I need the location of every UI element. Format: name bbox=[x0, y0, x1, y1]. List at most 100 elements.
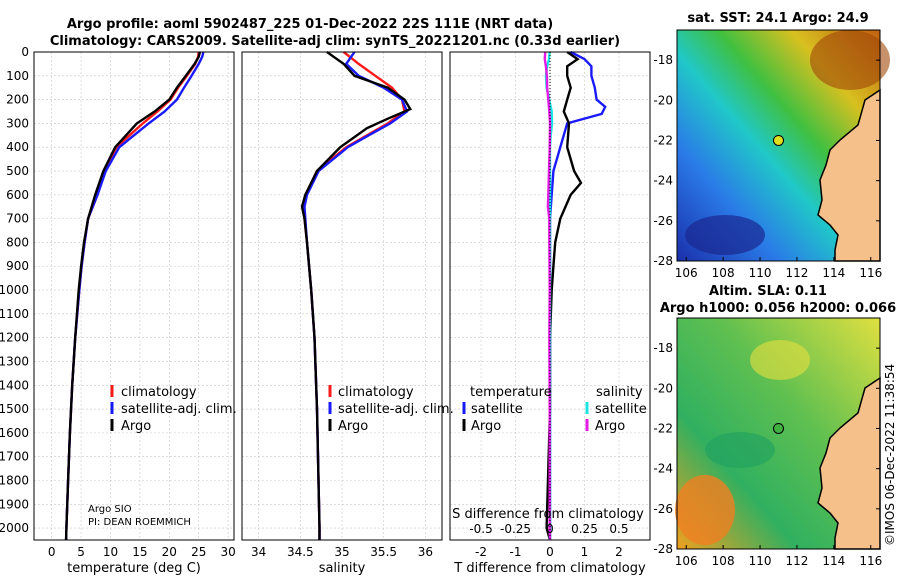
temp-x-tick-label: 10 bbox=[103, 545, 118, 559]
sal-x-tick-label: 34 bbox=[251, 545, 266, 559]
difference-legend: temperature satellite Argo salinity sate… bbox=[462, 385, 647, 434]
diff-s-axis-label: S difference from climatology bbox=[452, 507, 644, 522]
sla-y-tick-label: -20 bbox=[653, 381, 673, 395]
depth-tick-label: 1800 bbox=[0, 473, 29, 487]
sst-x-tick-label: 108 bbox=[712, 266, 735, 280]
sla-y-tick-label: -22 bbox=[653, 421, 673, 435]
sla-low-patch bbox=[705, 432, 775, 468]
depth-tick-label: 1100 bbox=[0, 307, 29, 321]
depth-tick-label: 2000 bbox=[0, 521, 29, 535]
sst-map-frame bbox=[676, 29, 881, 262]
depth-tick-label: 200 bbox=[6, 93, 29, 107]
sst-map-title: sat. SST: 24.1 Argo: 24.9 bbox=[687, 11, 868, 26]
sst-x-tick-label: 112 bbox=[786, 266, 809, 280]
depth-tick-label: 1300 bbox=[0, 354, 29, 368]
temp-x-tick-label: 25 bbox=[191, 545, 206, 559]
sla-mid-patch bbox=[750, 340, 810, 380]
diff-s-tick-label: 0.25 bbox=[571, 522, 598, 536]
sal-legend-label-climatology: climatology bbox=[338, 385, 414, 400]
sst-y-tick-label: -18 bbox=[653, 53, 673, 67]
temp-x-tick-label: 20 bbox=[162, 545, 177, 559]
sal-x-tick-label: 35 bbox=[334, 545, 349, 559]
sst-y-tick-label: -22 bbox=[653, 133, 673, 147]
depth-tick-label: 500 bbox=[6, 164, 29, 178]
sal-x-tick-label: 34.5 bbox=[287, 545, 314, 559]
salinity-legend: climatology satellite-adj. clim. Argo bbox=[328, 385, 454, 434]
sal-x-tick-label: 35.5 bbox=[370, 545, 397, 559]
sst-x-tick-label: 116 bbox=[859, 266, 882, 280]
depth-tick-label: 300 bbox=[6, 116, 29, 130]
depth-tick-label: 0 bbox=[21, 45, 29, 59]
sla-map-title: Altim. SLA: 0.11 bbox=[709, 284, 827, 299]
sst-y-tick-label: -24 bbox=[653, 174, 673, 188]
temp-x-tick-label: 15 bbox=[132, 545, 147, 559]
figure-title-line1: Argo profile: aoml 5902487_225 01-Dec-20… bbox=[67, 17, 553, 32]
sal-x-tick-label: 36 bbox=[418, 545, 433, 559]
sal-legend-label-satellite: satellite-adj. clim. bbox=[338, 402, 454, 417]
sla-map-frame bbox=[676, 317, 881, 550]
diff-series-s-argo bbox=[543, 51, 552, 541]
temp-x-tick-label: 30 bbox=[220, 545, 235, 559]
diff-s-tick-label: 0.5 bbox=[609, 522, 628, 536]
sal-x-axis-label: salinity bbox=[319, 561, 366, 576]
depth-tick-label: 1600 bbox=[0, 426, 29, 440]
sla-x-tick-label: 112 bbox=[786, 554, 809, 568]
pi-label: PI: DEAN ROEMMICH bbox=[88, 517, 191, 528]
diff-x-tick-label: 1 bbox=[581, 545, 589, 559]
sst-y-tick-label: -28 bbox=[653, 254, 673, 268]
diff-x-tick-label: 2 bbox=[615, 545, 623, 559]
sla-y-tick-label: -18 bbox=[653, 341, 673, 355]
sla-x-tick-label: 116 bbox=[859, 554, 882, 568]
temp-x-tick-label: 5 bbox=[77, 545, 85, 559]
sla-y-tick-label: -28 bbox=[653, 542, 673, 556]
diff-x-tick-label: -1 bbox=[510, 545, 522, 559]
sst-map bbox=[676, 29, 890, 262]
sst-land bbox=[817, 88, 881, 262]
sst-cold-patch bbox=[685, 215, 765, 255]
sla-x-tick-label: 106 bbox=[675, 554, 698, 568]
temp-plot-area bbox=[34, 52, 234, 540]
sst-warm-patch bbox=[810, 30, 890, 90]
depth-tick-label: 1200 bbox=[0, 331, 29, 345]
depth-tick-label: 1500 bbox=[0, 402, 29, 416]
diff-legend-label-s-argo: Argo bbox=[595, 419, 625, 434]
sal-frame bbox=[241, 51, 443, 541]
diff-legend-label-t-satellite: satellite bbox=[471, 402, 523, 417]
sla-map bbox=[675, 317, 881, 550]
depth-tick-label: 1000 bbox=[0, 283, 29, 297]
depth-tick-label: 1900 bbox=[0, 497, 29, 511]
sst-map-axes: 106 108 110 112 114 116 -18 -20 -22 -24 -26 -28 bbox=[653, 53, 882, 280]
depth-tick-label: 900 bbox=[6, 259, 29, 273]
diff-s-tick-label: -0.25 bbox=[500, 522, 531, 536]
temp-x-tick-label: 0 bbox=[48, 545, 56, 559]
depth-tick-label: 600 bbox=[6, 188, 29, 202]
sla-x-tick-label: 114 bbox=[822, 554, 845, 568]
depth-tick-label: 400 bbox=[6, 140, 29, 154]
depth-tick-label: 100 bbox=[6, 69, 29, 83]
sla-map-axes: 106 108 110 112 114 116 -18 -20 -22 -24 -26 -28 bbox=[653, 341, 882, 568]
sla-y-tick-label: -24 bbox=[653, 462, 673, 476]
sla-high-patch bbox=[675, 475, 735, 545]
depth-tick-label: 800 bbox=[6, 235, 29, 249]
sla-y-tick-label: -26 bbox=[653, 502, 673, 516]
sal-series-argo bbox=[300, 51, 413, 540]
diff-legend-label-t-argo: Argo bbox=[471, 419, 501, 434]
temperature-legend: climatology satellite-adj. clim. Argo bbox=[110, 385, 237, 434]
diff-legend-label-s-satellite: satellite bbox=[595, 402, 647, 417]
sla-map-subtitle: Argo h1000: 0.056 h2000: 0.066 bbox=[660, 301, 896, 316]
temperature-panel: 0100200300400500600700800900100011001200… bbox=[0, 45, 236, 576]
sla-land bbox=[817, 376, 881, 550]
diff-legend-temperature-title: temperature bbox=[470, 385, 552, 400]
temp-frame bbox=[33, 51, 235, 541]
diff-legend-salinity-title: salinity bbox=[596, 385, 643, 400]
argo-institution-label: Argo SIO bbox=[88, 504, 132, 515]
difference-panel: -2 -1 0 1 2 T difference from climatology S di… bbox=[449, 50, 651, 576]
diff-x-tick-label: 0 bbox=[546, 545, 554, 559]
sal-legend-label-argo: Argo bbox=[338, 419, 368, 434]
diff-x-axis-label: T difference from climatology bbox=[453, 561, 646, 576]
sst-y-tick-label: -20 bbox=[653, 93, 673, 107]
sst-x-tick-label: 114 bbox=[822, 266, 845, 280]
depth-tick-label: 1400 bbox=[0, 378, 29, 392]
diff-s-tick-label: -0.5 bbox=[469, 522, 492, 536]
